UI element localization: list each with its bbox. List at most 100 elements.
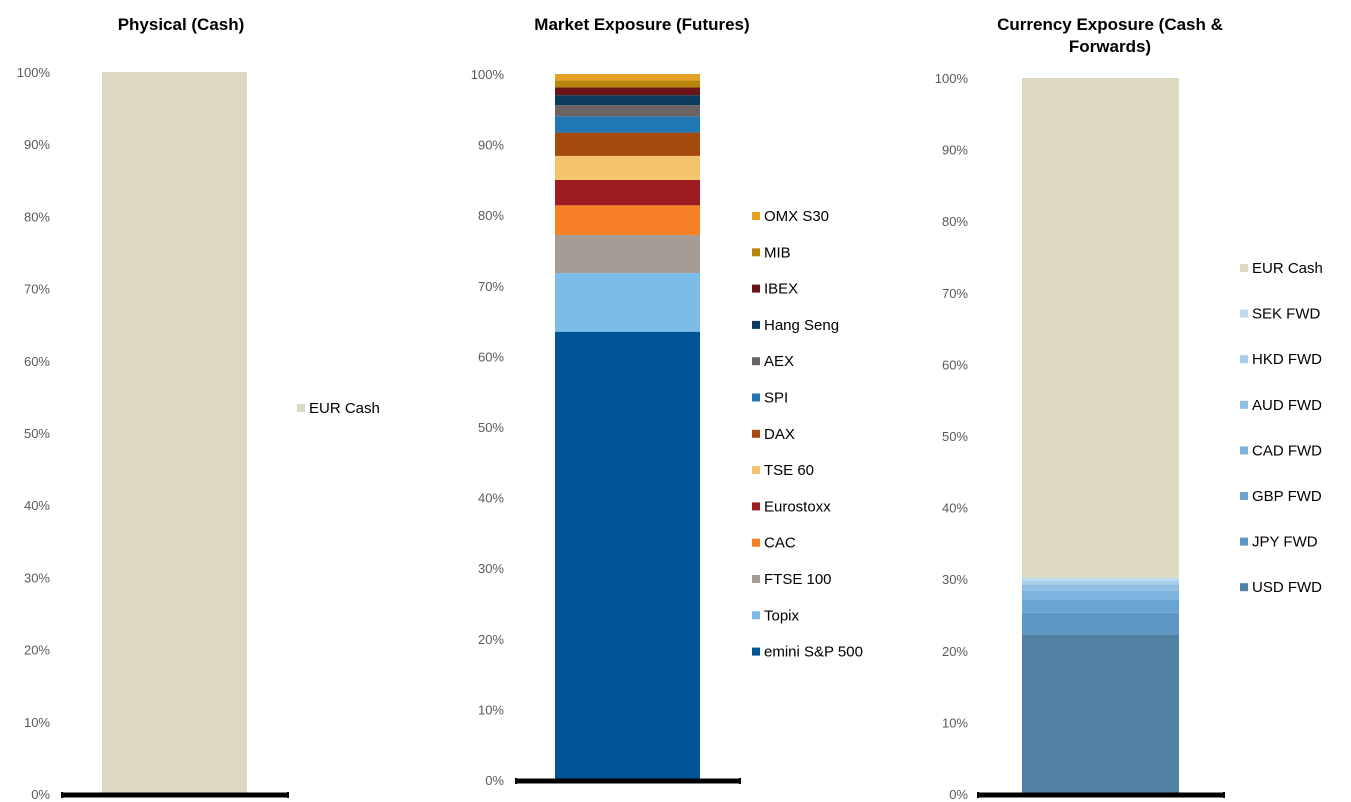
- legend-label-dax: DAX: [764, 426, 795, 443]
- bar-segment-ftse-100: [555, 234, 700, 274]
- chart-title: Market Exposure (Futures): [534, 15, 749, 34]
- y-tick-label: 30%: [478, 561, 504, 576]
- legend-swatch-jpy-fwd: [1240, 537, 1248, 546]
- legend-label-ftse-100: FTSE 100: [764, 571, 832, 588]
- legend-label-aex: AEX: [764, 353, 794, 370]
- legend-label-spi: SPI: [764, 390, 788, 407]
- legend-label-omx-s30: OMX S30: [764, 208, 829, 225]
- legend-label-ibex: IBEX: [764, 281, 798, 298]
- bar-segment-aud-fwd: [1022, 584, 1179, 591]
- bar-segment-topix: [555, 273, 700, 332]
- y-tick-label: 20%: [478, 632, 504, 647]
- y-tick-label: 60%: [478, 349, 504, 364]
- bar-segment-eur-cash: [102, 72, 247, 794]
- legend-label-eurostoxx: Eurostoxx: [764, 498, 831, 515]
- bar-segment-hang-seng: [555, 95, 700, 106]
- legend-label-sek-fwd: SEK FWD: [1252, 306, 1321, 323]
- bar-segment-spi: [555, 116, 700, 133]
- y-tick-label: 70%: [478, 279, 504, 294]
- legend-label-tse-60: TSE 60: [764, 462, 814, 479]
- y-tick-label: 60%: [24, 354, 50, 369]
- bar-segment-hkd-fwd: [1022, 580, 1179, 585]
- y-tick-label: 90%: [478, 138, 504, 153]
- bar-segment-omx-s30: [555, 74, 700, 81]
- y-tick-label: 80%: [24, 209, 50, 224]
- y-tick-label: 90%: [942, 143, 968, 158]
- bar-segment-eurostoxx: [555, 179, 700, 206]
- y-tick-label: 100%: [17, 65, 51, 80]
- chart-title: Physical (Cash): [118, 15, 245, 34]
- chart-panel-3: Currency Exposure (Cash & Forwards) 0% 10% 2…: [935, 15, 1323, 802]
- chart-panel-2: Market Exposure (Futures) 0% 10% 20% 30% 40% 5…: [471, 15, 863, 788]
- legend-label-hkd-fwd: HKD FWD: [1252, 351, 1322, 368]
- y-tick-label: 80%: [478, 208, 504, 223]
- legend-label-jpy-fwd: JPY FWD: [1252, 534, 1318, 551]
- bar-segment-cad-fwd: [1022, 590, 1179, 600]
- y-tick-label: 90%: [24, 137, 50, 152]
- chart-title: Currency Exposure (Cash &: [997, 15, 1223, 34]
- legend-swatch-dax: [752, 429, 760, 438]
- bar-segment-jpy-fwd: [1022, 612, 1179, 635]
- bar-segment-ibex: [555, 87, 700, 96]
- y-tick-label: 40%: [478, 491, 504, 506]
- legend-label-gbp-fwd: GBP FWD: [1252, 488, 1322, 505]
- legend-swatch-aud-fwd: [1240, 400, 1248, 409]
- bar-segment-cac: [555, 205, 700, 235]
- bar-segment-emini-s-p-500: [555, 331, 700, 780]
- bar-segment-eur-cash: [1022, 78, 1179, 578]
- legend-label-cac: CAC: [764, 535, 796, 552]
- legend-swatch-cad-fwd: [1240, 446, 1248, 455]
- y-tick-label: 100%: [471, 67, 505, 82]
- bar-segment-sek-fwd: [1022, 577, 1179, 581]
- legend-label-usd-fwd: USD FWD: [1252, 579, 1322, 596]
- y-tick-label: 60%: [942, 357, 968, 372]
- legend-swatch-eurostoxx: [752, 502, 760, 511]
- y-tick-label: 0%: [949, 787, 968, 802]
- legend-label-aud-fwd: AUD FWD: [1252, 397, 1322, 414]
- legend-label-topix: Topix: [764, 607, 800, 624]
- y-tick-label: 50%: [942, 429, 968, 444]
- legend-swatch-aex: [752, 357, 760, 366]
- y-tick-label: 40%: [942, 501, 968, 516]
- y-tick-label: 0%: [31, 787, 50, 802]
- legend-swatch-emini-s-p-500: [752, 647, 760, 656]
- legend-swatch-hang-seng: [752, 320, 760, 329]
- legend-swatch-omx-s30: [752, 212, 760, 220]
- y-tick-label: 50%: [24, 426, 50, 441]
- y-tick-label: 70%: [24, 282, 50, 297]
- y-tick-label: 50%: [478, 420, 504, 435]
- bar-segment-aex: [555, 105, 700, 117]
- legend-label-cad-fwd: CAD FWD: [1252, 442, 1322, 459]
- legend-label-mib: MIB: [764, 244, 791, 261]
- legend-label-eur-cash: EUR Cash: [309, 400, 380, 417]
- legend-label-emini-s-p-500: emini S&P 500: [764, 644, 863, 661]
- bar-segment-dax: [555, 132, 700, 156]
- y-tick-label: 70%: [942, 286, 968, 301]
- legend-swatch-hkd-fwd: [1240, 355, 1248, 364]
- legend-swatch-eur-cash: [1240, 264, 1248, 272]
- legend-swatch-gbp-fwd: [1240, 492, 1248, 500]
- legend-label-hang-seng: Hang Seng: [764, 317, 839, 334]
- legend-swatch-sek-fwd: [1240, 309, 1248, 318]
- bar-segment-usd-fwd: [1022, 634, 1179, 794]
- legend-swatch-topix: [752, 611, 760, 620]
- legend-swatch-ftse-100: [752, 575, 760, 583]
- y-tick-label: 30%: [24, 570, 50, 585]
- chart-panel-1: Physical (Cash) 0% 10% 20% 30% 40% 50% 60% 70% 80…: [17, 15, 380, 802]
- y-tick-label: 10%: [24, 715, 50, 730]
- legend-swatch-cac: [752, 538, 760, 547]
- y-tick-label: 20%: [942, 644, 968, 659]
- y-tick-label: 0%: [485, 773, 504, 788]
- y-tick-label: 80%: [942, 214, 968, 229]
- y-tick-label: 10%: [478, 702, 504, 717]
- chart-title: Forwards): [1069, 37, 1151, 56]
- legend-label-eur-cash: EUR Cash: [1252, 260, 1323, 277]
- y-tick-label: 20%: [24, 643, 50, 658]
- legend-swatch-mib: [752, 248, 760, 257]
- y-tick-label: 40%: [24, 498, 50, 513]
- legend-swatch-eur-cash: [297, 404, 305, 412]
- bar-segment-gbp-fwd: [1022, 599, 1179, 613]
- y-tick-label: 10%: [942, 715, 968, 730]
